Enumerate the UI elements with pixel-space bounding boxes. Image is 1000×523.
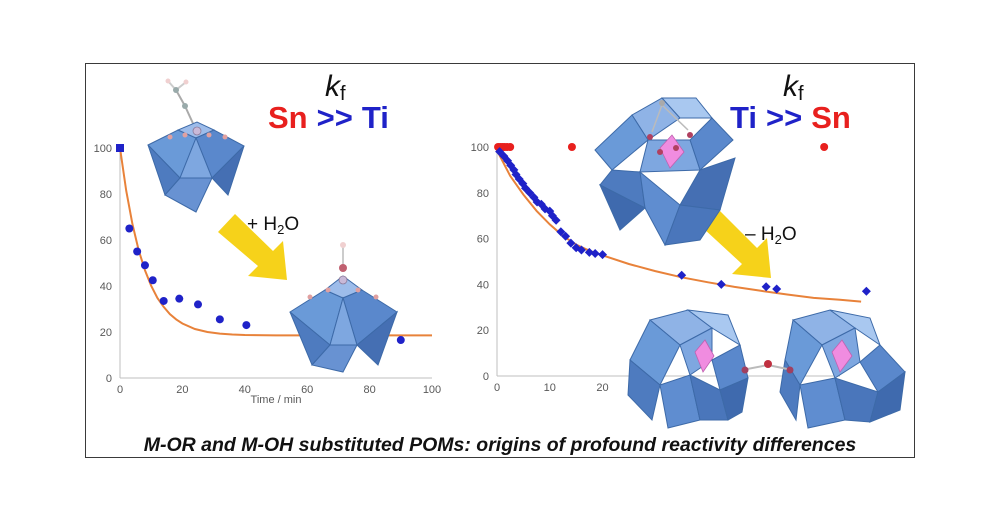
data-point xyxy=(772,284,782,294)
y-tick-label: 60 xyxy=(100,235,112,247)
y-tick-label: 40 xyxy=(100,281,112,293)
data-point xyxy=(551,215,561,225)
data-point xyxy=(861,286,871,296)
data-point xyxy=(116,144,124,152)
left-x-axis-label: Time / min xyxy=(251,394,302,406)
y-tick-label: 100 xyxy=(471,142,489,154)
dimer-right-unit xyxy=(779,309,906,429)
right-comparison: Ti >> Sn xyxy=(730,100,851,135)
x-tick-label: 40 xyxy=(239,384,251,396)
data-point xyxy=(677,270,687,280)
right-kf-label: kf xyxy=(783,70,804,105)
data-point xyxy=(133,247,142,256)
left-sn-label: Sn xyxy=(268,100,308,135)
left-reaction-arrow xyxy=(218,214,287,280)
oxo-bridged-dimer-polyoxometalate-icon xyxy=(627,309,906,429)
right-sn-label: Sn xyxy=(811,100,851,135)
y-tick-label: 20 xyxy=(100,327,112,339)
right-arrow-label: – H2O xyxy=(745,224,797,247)
data-point xyxy=(148,276,157,285)
right-reaction-arrow xyxy=(703,211,771,278)
x-tick-label: 20 xyxy=(596,382,608,394)
alkoxo-substituted-polyoxometalate-icon xyxy=(147,78,245,213)
left-kf-label: kf xyxy=(325,70,346,105)
y-tick-label: 80 xyxy=(477,188,489,200)
data-point xyxy=(396,336,405,345)
data-point xyxy=(215,315,224,324)
x-tick-label: 0 xyxy=(494,382,500,394)
alkoxo-titanium-polyoxometalate-icon xyxy=(594,97,736,247)
data-point xyxy=(716,279,726,289)
left-arrow-label: + H2O xyxy=(247,214,299,237)
y-tick-label: 0 xyxy=(106,373,112,385)
left-op-label: >> xyxy=(317,100,353,135)
data-point xyxy=(242,321,251,330)
y-tick-label: 40 xyxy=(477,279,489,291)
right-ti-label: Ti xyxy=(730,100,757,135)
x-tick-label: 60 xyxy=(301,384,313,396)
data-point xyxy=(506,143,515,151)
right-chart: 0 20 40 60 80 100 0 10 20 xyxy=(471,142,871,394)
data-point xyxy=(576,245,586,255)
dimer-left-unit xyxy=(627,309,749,429)
right-op-label: >> xyxy=(766,100,802,135)
left-comparison: Sn >> Ti xyxy=(268,100,389,135)
left-ti-label: Ti xyxy=(362,100,389,135)
y-tick-label: 100 xyxy=(94,143,112,155)
y-tick-label: 0 xyxy=(483,371,489,383)
hydroxo-substituted-polyoxometalate-icon xyxy=(289,242,399,373)
y-tick-label: 60 xyxy=(477,234,489,246)
data-point xyxy=(584,247,594,257)
data-point xyxy=(761,282,771,292)
figure-caption: M-OR and M-OH substituted POMs: origins … xyxy=(143,434,857,456)
data-point xyxy=(140,261,149,270)
data-point xyxy=(175,294,184,303)
data-point xyxy=(561,231,571,241)
data-point xyxy=(159,296,168,305)
y-tick-label: 80 xyxy=(100,189,112,201)
data-point xyxy=(820,143,829,151)
x-tick-label: 10 xyxy=(544,382,556,394)
x-tick-label: 0 xyxy=(117,384,123,396)
x-tick-label: 80 xyxy=(363,384,375,396)
fit-curve xyxy=(496,149,862,303)
data-point xyxy=(567,143,576,151)
data-point xyxy=(566,238,576,248)
data-point xyxy=(556,227,566,237)
data-point xyxy=(125,224,134,233)
data-point xyxy=(598,250,608,260)
data-point xyxy=(194,300,202,309)
x-tick-label: 20 xyxy=(176,384,188,396)
data-point xyxy=(590,248,600,258)
x-tick-label: 100 xyxy=(423,384,441,396)
graphic-frame xyxy=(85,63,915,458)
y-tick-label: 20 xyxy=(477,325,489,337)
